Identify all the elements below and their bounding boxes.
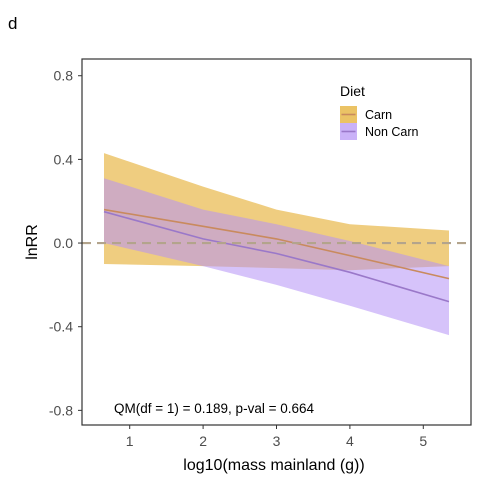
legend-title: Diet (340, 83, 365, 99)
confidence-bands (104, 153, 449, 336)
legend-label-carn: Carn (365, 108, 392, 122)
fit-line-carn (103, 208, 450, 280)
y-tick-label: 0.4 (54, 151, 74, 167)
fit-lines (103, 208, 450, 303)
confidence-band-non-carn (104, 178, 449, 336)
x-tick-label: 2 (199, 433, 207, 449)
y-tick-label: 0.0 (54, 235, 74, 251)
x-axis-title: log10(mass mainland (g)) (183, 457, 364, 474)
y-tick-label: -0.4 (49, 319, 73, 335)
x-tick-label: 3 (273, 433, 281, 449)
y-axis: -0.8 -0.4 0.0 0.4 0.8 (49, 68, 82, 418)
y-tick-label: 0.8 (54, 68, 74, 84)
x-tick-label: 4 (346, 433, 354, 449)
fit-line-non-carn (103, 210, 450, 303)
x-tick-label: 5 (419, 433, 427, 449)
y-tick-label: -0.8 (49, 402, 73, 418)
x-axis: 1 2 3 4 5 (126, 425, 427, 449)
legend-label-non-carn: Non Carn (365, 125, 419, 139)
x-tick-label: 1 (126, 433, 134, 449)
model-stats-annotation: QM(df = 1) = 0.189, p-val = 0.664 (114, 401, 314, 416)
legend: Diet Carn Non Carn (340, 83, 419, 140)
y-axis-title: lnRR (24, 224, 41, 260)
panel-label: d (8, 14, 17, 33)
